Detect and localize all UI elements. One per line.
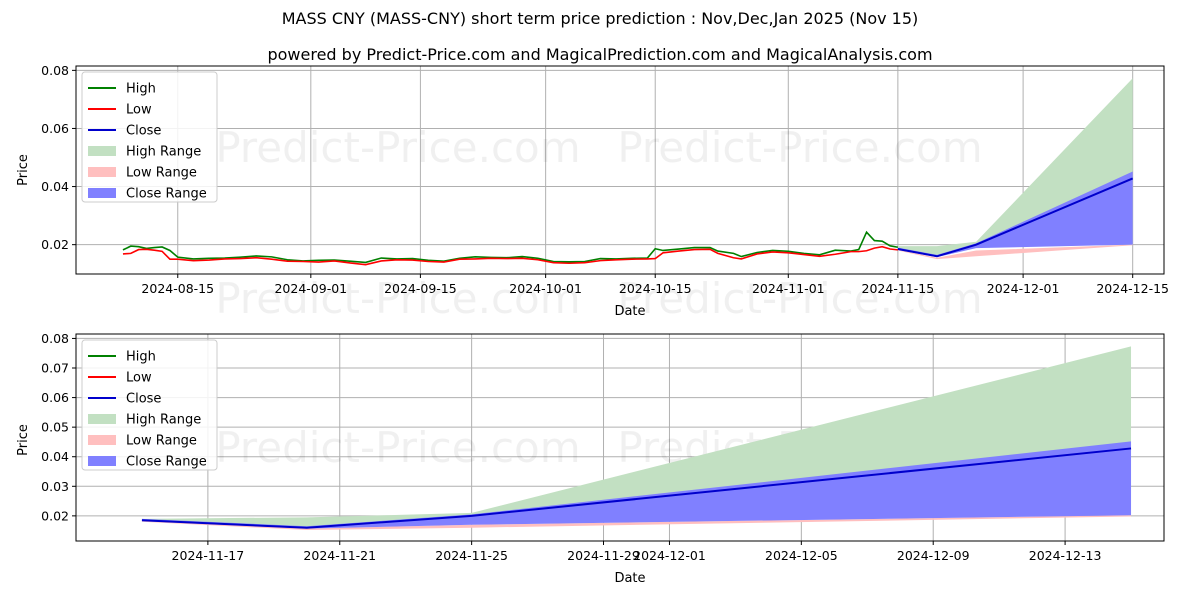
x-tick-label: 2024-11-15 (862, 281, 935, 296)
legend-label: Low (126, 103, 152, 118)
x-tick-label: 2024-11-29 (567, 548, 640, 563)
top-axis-ticks: 0.02 0.04 0.06 0.08 2024-08-15 2024-09-01 2024… (41, 63, 1169, 296)
x-tick-label: 2024-10-15 (619, 281, 692, 296)
legend-swatch (88, 435, 116, 445)
watermark: Predict-Price.com (215, 423, 580, 472)
watermark: Predict-Price.com (215, 274, 580, 323)
y-tick-label: 0.08 (41, 63, 69, 78)
legend-label: Close Range (126, 455, 207, 470)
low-range-band (141, 515, 1132, 531)
high-line (122, 230, 899, 264)
y-tick-label: 0.04 (41, 179, 69, 194)
bottom-axis-ticks: 0.02 0.03 0.04 0.05 0.06 0.07 0.08 2024-11-17 20… (41, 331, 1101, 563)
close-range-band (141, 441, 1132, 529)
legend-swatch (88, 414, 116, 424)
bottom-chart: Predict-Price.com Predict-Price.com 0.02… (16, 331, 1165, 586)
legend-label: High Range (126, 413, 201, 428)
legend-label: Close (126, 392, 161, 407)
legend-label: Low Range (126, 434, 197, 449)
y-tick-label: 0.05 (41, 420, 69, 435)
legend-swatch (88, 146, 116, 156)
legend-label: Close (126, 124, 161, 139)
y-tick-label: 0.02 (41, 237, 69, 252)
watermark: Predict-Price.com (215, 123, 580, 172)
legend-swatch (88, 167, 116, 177)
top-x-axis-label: Date (614, 304, 645, 319)
x-tick-label: 2024-12-13 (1029, 548, 1102, 563)
x-tick-label: 2024-11-25 (435, 548, 508, 563)
legend-label: Low (126, 371, 152, 386)
top-gridlines (76, 66, 1164, 274)
close-line (141, 447, 1132, 529)
y-tick-label: 0.04 (41, 449, 69, 464)
close-line (897, 177, 1134, 258)
bottom-legend: High Low Close High Range Low Range Close Ran… (81, 339, 218, 471)
x-tick-label: 2024-11-17 (172, 548, 245, 563)
bottom-x-axis-label: Date (614, 571, 645, 586)
watermark: Predict-Price.com (617, 123, 982, 172)
bottom-plot-frame (75, 333, 1165, 542)
chart-title: MASS CNY (MASS-CNY) short term price pre… (281, 9, 919, 28)
x-tick-label: 2024-08-15 (141, 281, 214, 296)
x-tick-label: 2024-12-09 (897, 548, 970, 563)
low-line (122, 245, 898, 266)
legend-label: High (126, 350, 156, 365)
bottom-y-axis-label: Price (16, 424, 31, 456)
top-legend: High Low Close High Range Low Range Close Ran… (81, 71, 218, 203)
close-range-band (897, 171, 1133, 258)
y-tick-label: 0.02 (41, 508, 69, 523)
top-chart: Predict-Price.com Predict-Price.com Pred… (16, 63, 1169, 323)
legend-label: Low Range (126, 166, 197, 181)
x-tick-label: 2024-12-15 (1096, 281, 1169, 296)
y-tick-label: 0.03 (41, 479, 69, 494)
x-tick-label: 2024-09-01 (274, 281, 347, 296)
x-tick-label: 2024-12-01 (633, 548, 706, 563)
legend-label: High Range (126, 145, 201, 160)
low-range-band (897, 244, 1133, 260)
x-tick-label: 2024-11-21 (303, 548, 376, 563)
chart-subtitle: powered by Predict-Price.com and Magical… (267, 45, 933, 64)
x-tick-label: 2024-12-05 (765, 548, 838, 563)
legend-swatch (88, 456, 116, 466)
legend-label: Close Range (126, 187, 207, 202)
bottom-series (141, 346, 1132, 531)
watermark: Predict-Price.com (617, 274, 982, 323)
top-y-axis-label: Price (16, 154, 31, 186)
y-tick-label: 0.07 (41, 361, 69, 376)
top-plot-frame (75, 65, 1165, 275)
y-tick-label: 0.06 (41, 390, 69, 405)
x-tick-label: 2024-09-15 (384, 281, 457, 296)
top-series (122, 78, 1134, 266)
y-tick-label: 0.08 (41, 331, 69, 346)
legend-label: High (126, 82, 156, 97)
legend-swatch (88, 188, 116, 198)
x-tick-label: 2024-11-01 (752, 281, 825, 296)
y-tick-label: 0.06 (41, 121, 69, 136)
x-tick-label: 2024-10-01 (509, 281, 582, 296)
x-tick-label: 2024-12-01 (987, 281, 1060, 296)
